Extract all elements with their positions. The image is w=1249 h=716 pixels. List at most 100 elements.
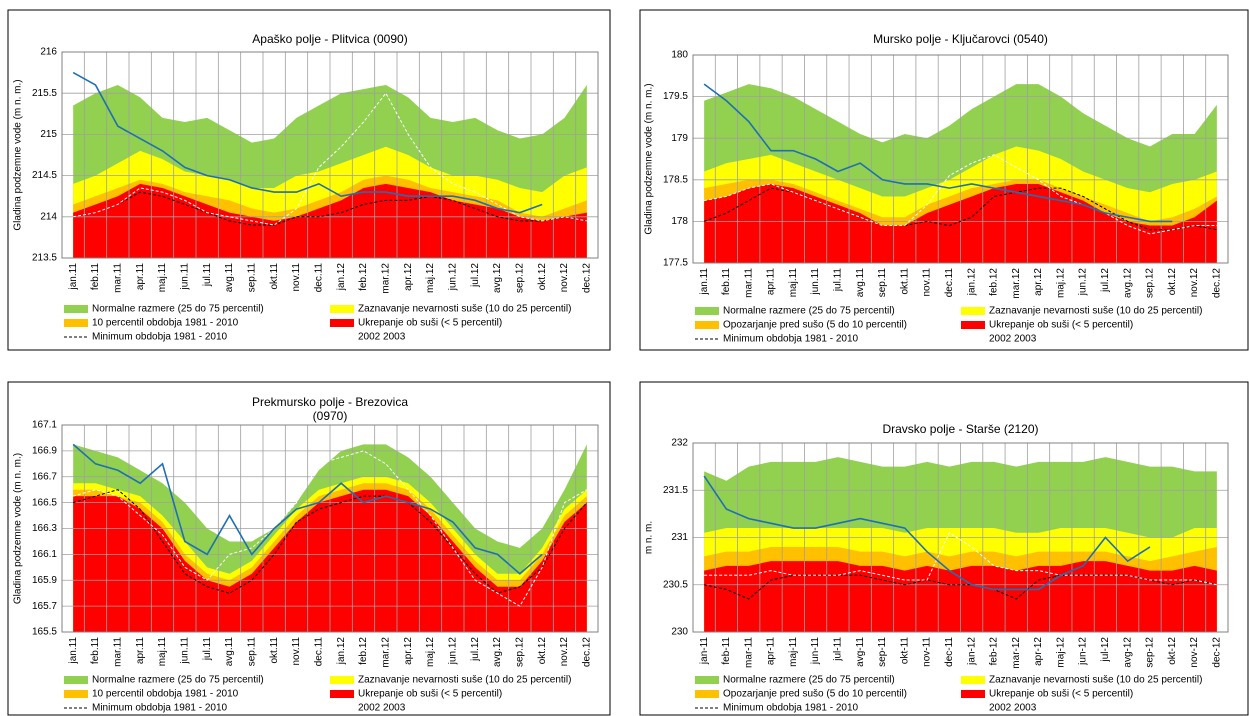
x-tick-label: nov.11 xyxy=(291,263,302,292)
x-tick-label: jun.11 xyxy=(179,637,190,665)
x-tick-label: apr-12 xyxy=(1033,637,1044,666)
x-tick-label: nov.12 xyxy=(559,263,570,293)
legend-label: Opozarjanje pred sušo (5 do 10 percentil… xyxy=(723,320,907,331)
x-tick-label: mar.11 xyxy=(112,263,123,293)
x-tick-label: jan.11 xyxy=(68,263,79,291)
legend-label: Ukrepanje ob suši (< 5 percentil) xyxy=(989,320,1133,331)
level-line xyxy=(703,83,1173,223)
x-tick-label: apr.12 xyxy=(403,637,414,665)
legend-swatch xyxy=(64,690,88,698)
x-tick-label: jun.12 xyxy=(447,637,458,666)
y-tick-label: 165.9 xyxy=(32,575,57,586)
x-tick-label: jun-12 xyxy=(1078,637,1089,666)
x-tick-label: jun.11 xyxy=(810,268,821,296)
x-tick-label: jan.11 xyxy=(68,637,79,665)
x-tick-label: sep-12 xyxy=(1145,637,1156,668)
legend-label: Ukrepanje ob suši (< 5 percentil) xyxy=(358,318,502,329)
legend-swatch xyxy=(961,307,985,315)
x-tick-label: dec.12 xyxy=(581,637,592,667)
y-tick-label: 214 xyxy=(40,211,57,222)
legend-label: Zaznavanje nevarnosti suše (10 do 25 per… xyxy=(358,304,571,315)
x-tick-label: okt.12 xyxy=(537,637,548,665)
chart-title: (0970) xyxy=(313,409,348,423)
y-tick-label: 215.5 xyxy=(32,88,57,99)
x-tick-label: jul-11 xyxy=(833,637,844,662)
x-tick-label: nov.11 xyxy=(291,637,302,666)
legend-swatch xyxy=(695,676,719,684)
x-tick-label: maj.11 xyxy=(157,637,168,667)
x-tick-label: nov.11 xyxy=(922,268,933,297)
x-tick-label: jul.11 xyxy=(833,268,844,293)
x-tick-label: sep.11 xyxy=(246,637,257,667)
y-axis-label: Gladina podzemne vode (m n. m.) xyxy=(13,453,24,604)
x-tick-label: feb.11 xyxy=(90,263,101,290)
reference-line xyxy=(704,574,1217,600)
x-tick-label: jul.12 xyxy=(470,637,481,662)
legend-label: Zaznavanje nevarnosti suše (10 do 25 per… xyxy=(989,675,1202,686)
x-tick-label: okt.11 xyxy=(269,263,280,290)
y-tick-label: 232 xyxy=(671,438,688,449)
legend-label: Normalne razmere (25 do 75 percentil) xyxy=(92,675,264,686)
y-tick-label: 166.7 xyxy=(32,471,57,482)
legend-swatch xyxy=(961,690,985,698)
x-tick-label: maj.12 xyxy=(1055,268,1066,298)
legend-swatch xyxy=(64,676,88,684)
x-tick-label: maj.11 xyxy=(157,263,168,293)
legend-label: 2002 2003 xyxy=(358,703,406,714)
y-tick-label: 214.5 xyxy=(32,170,57,181)
x-tick-label: jul-12 xyxy=(1100,637,1111,663)
level-line xyxy=(72,443,543,575)
y-tick-label: 166.5 xyxy=(32,497,57,508)
legend-swatch xyxy=(330,319,354,327)
x-tick-label: avg.12 xyxy=(1122,268,1133,298)
legend-label: 10 percentil obdobja 1981 - 2010 xyxy=(92,689,239,700)
y-tick-label: 231 xyxy=(671,532,688,543)
x-tick-label: jan.12 xyxy=(336,637,347,666)
x-tick-label: apr-11 xyxy=(766,637,777,666)
x-tick-label: jun.12 xyxy=(447,263,458,292)
x-tick-label: okt.11 xyxy=(269,637,280,664)
reference-line xyxy=(73,191,587,226)
x-tick-label: feb.12 xyxy=(989,268,1000,296)
y-axis-label: Gladina podzemne vode (m n. m.) xyxy=(644,83,655,234)
y-tick-label: 165.7 xyxy=(32,601,57,612)
x-tick-label: jan.12 xyxy=(966,268,977,297)
x-tick-label: mar.11 xyxy=(743,268,754,298)
chart-title: Prekmursko polje - Brezovica xyxy=(252,395,408,409)
legend-swatch xyxy=(330,690,354,698)
x-tick-label: jul.12 xyxy=(470,263,481,288)
plot-frame xyxy=(692,442,1229,633)
x-tick-label: mar.12 xyxy=(380,637,391,668)
legend-label: Opozarjanje pred sušo (5 do 10 percentil… xyxy=(723,689,907,700)
y-tick-label: 230 xyxy=(671,627,688,638)
y-tick-label: 231.5 xyxy=(663,485,688,496)
x-tick-label: dec-12 xyxy=(1211,637,1222,668)
y-axis-label: Gladina podzemne vode (m n. m.) xyxy=(13,79,24,230)
x-tick-label: okt.12 xyxy=(537,263,548,291)
legend-label: Normalne razmere (25 do 75 percentil) xyxy=(723,675,895,686)
plot-frame xyxy=(692,54,1229,264)
legend-swatch xyxy=(64,305,88,313)
legend-label: Normalne razmere (25 do 75 percentil) xyxy=(723,306,895,317)
legend-swatch xyxy=(64,319,88,327)
x-tick-label: avg.11 xyxy=(224,637,235,667)
x-tick-label: feb-12 xyxy=(989,637,1000,666)
reference-line xyxy=(73,92,587,226)
legend-swatch xyxy=(330,305,354,313)
legend-label: Zaznavanje nevarnosti suše (10 do 25 per… xyxy=(989,306,1202,317)
x-tick-label: jan-11 xyxy=(699,637,710,665)
legend-label: 2002 2003 xyxy=(989,334,1037,345)
y-tick-label: 166.1 xyxy=(32,549,57,560)
x-tick-label: feb.11 xyxy=(90,637,101,664)
level-line xyxy=(703,475,1151,591)
y-tick-label: 166.9 xyxy=(32,446,57,457)
x-tick-label: avg.12 xyxy=(492,263,503,293)
legend-label: 2002 2003 xyxy=(989,703,1037,714)
x-tick-label: jun.11 xyxy=(179,263,190,291)
plot-frame xyxy=(61,424,599,633)
legend-label: Minimum obdobja 1981 - 2010 xyxy=(723,703,859,714)
x-tick-label: apr.11 xyxy=(135,637,146,664)
legend-label: Minimum obdobja 1981 - 2010 xyxy=(92,332,228,343)
x-tick-label: feb-11 xyxy=(721,637,732,665)
